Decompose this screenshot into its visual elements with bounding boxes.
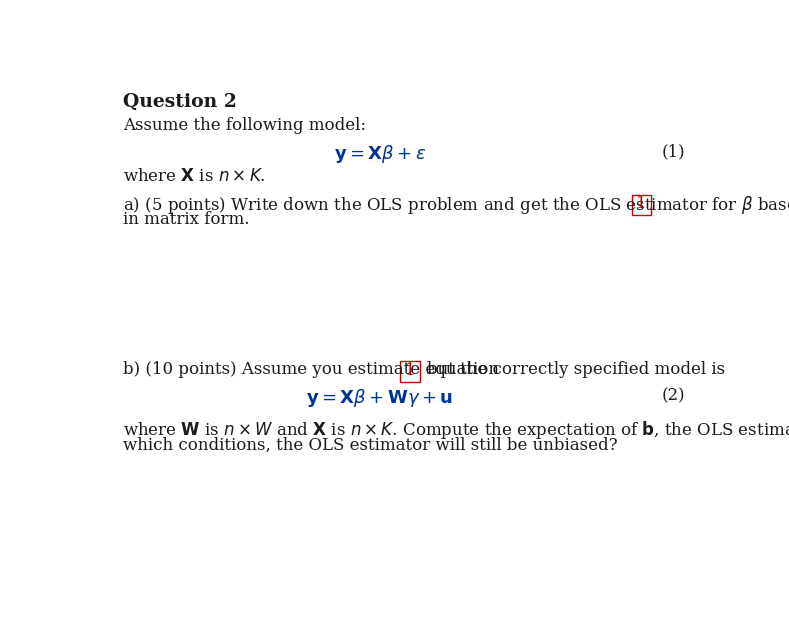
Text: in matrix form.: in matrix form.	[123, 211, 249, 228]
Text: (1): (1)	[662, 143, 686, 160]
Text: Question 2: Question 2	[123, 93, 237, 111]
Text: 1: 1	[405, 362, 415, 379]
Text: 1: 1	[636, 195, 647, 212]
Text: (2): (2)	[662, 387, 686, 404]
Text: where $\mathbf{X}$ is $n \times K$.: where $\mathbf{X}$ is $n \times K$.	[123, 168, 266, 185]
Text: $\mathbf{y} = \mathbf{X}\beta + \varepsilon$: $\mathbf{y} = \mathbf{X}\beta + \varepsi…	[334, 143, 426, 165]
Text: which conditions, the OLS estimator will still be unbiased?: which conditions, the OLS estimator will…	[123, 437, 618, 454]
Text: Assume the following model:: Assume the following model:	[123, 117, 366, 134]
Text: b) (10 points) Assume you estimate equation: b) (10 points) Assume you estimate equat…	[123, 360, 499, 377]
Text: $\mathbf{y} = \mathbf{X}\beta + \mathbf{W}\gamma + \mathbf{u}$: $\mathbf{y} = \mathbf{X}\beta + \mathbf{…	[306, 387, 454, 410]
Text: but the correctly specified model is: but the correctly specified model is	[427, 360, 725, 377]
Text: a) (5 points) Write down the OLS problem and get the OLS estimator for $\beta$ b: a) (5 points) Write down the OLS problem…	[123, 193, 789, 216]
Text: where $\mathbf{W}$ is $n \times W$ and $\mathbf{X}$ is $n \times K$. Compute the: where $\mathbf{W}$ is $n \times W$ and $…	[123, 419, 789, 441]
